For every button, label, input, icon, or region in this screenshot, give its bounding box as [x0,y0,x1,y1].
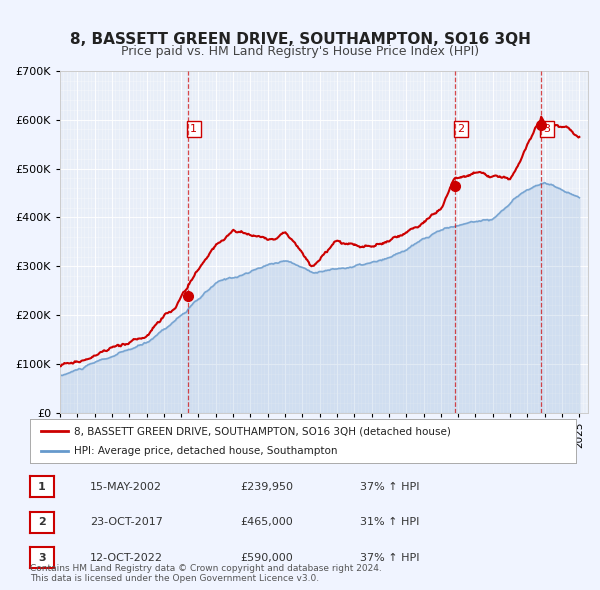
Text: 15-MAY-2002: 15-MAY-2002 [90,482,162,491]
Text: 2: 2 [38,517,46,527]
Text: 1: 1 [38,482,46,491]
Text: 8, BASSETT GREEN DRIVE, SOUTHAMPTON, SO16 3QH (detached house): 8, BASSETT GREEN DRIVE, SOUTHAMPTON, SO1… [74,427,451,436]
Text: HPI: Average price, detached house, Southampton: HPI: Average price, detached house, Sout… [74,446,337,455]
Text: £239,950: £239,950 [240,482,293,491]
Text: 2: 2 [457,124,464,134]
Text: 1: 1 [190,124,197,134]
Text: 3: 3 [544,124,551,134]
Text: 31% ↑ HPI: 31% ↑ HPI [360,517,419,527]
Text: 23-OCT-2017: 23-OCT-2017 [90,517,163,527]
Text: Contains HM Land Registry data © Crown copyright and database right 2024.
This d: Contains HM Land Registry data © Crown c… [30,563,382,583]
Text: 37% ↑ HPI: 37% ↑ HPI [360,553,419,562]
Text: £465,000: £465,000 [240,517,293,527]
Text: 37% ↑ HPI: 37% ↑ HPI [360,482,419,491]
Text: 3: 3 [38,553,46,562]
Text: Price paid vs. HM Land Registry's House Price Index (HPI): Price paid vs. HM Land Registry's House … [121,45,479,58]
Text: 8, BASSETT GREEN DRIVE, SOUTHAMPTON, SO16 3QH: 8, BASSETT GREEN DRIVE, SOUTHAMPTON, SO1… [70,32,530,47]
Text: £590,000: £590,000 [240,553,293,562]
Text: 12-OCT-2022: 12-OCT-2022 [90,553,163,562]
